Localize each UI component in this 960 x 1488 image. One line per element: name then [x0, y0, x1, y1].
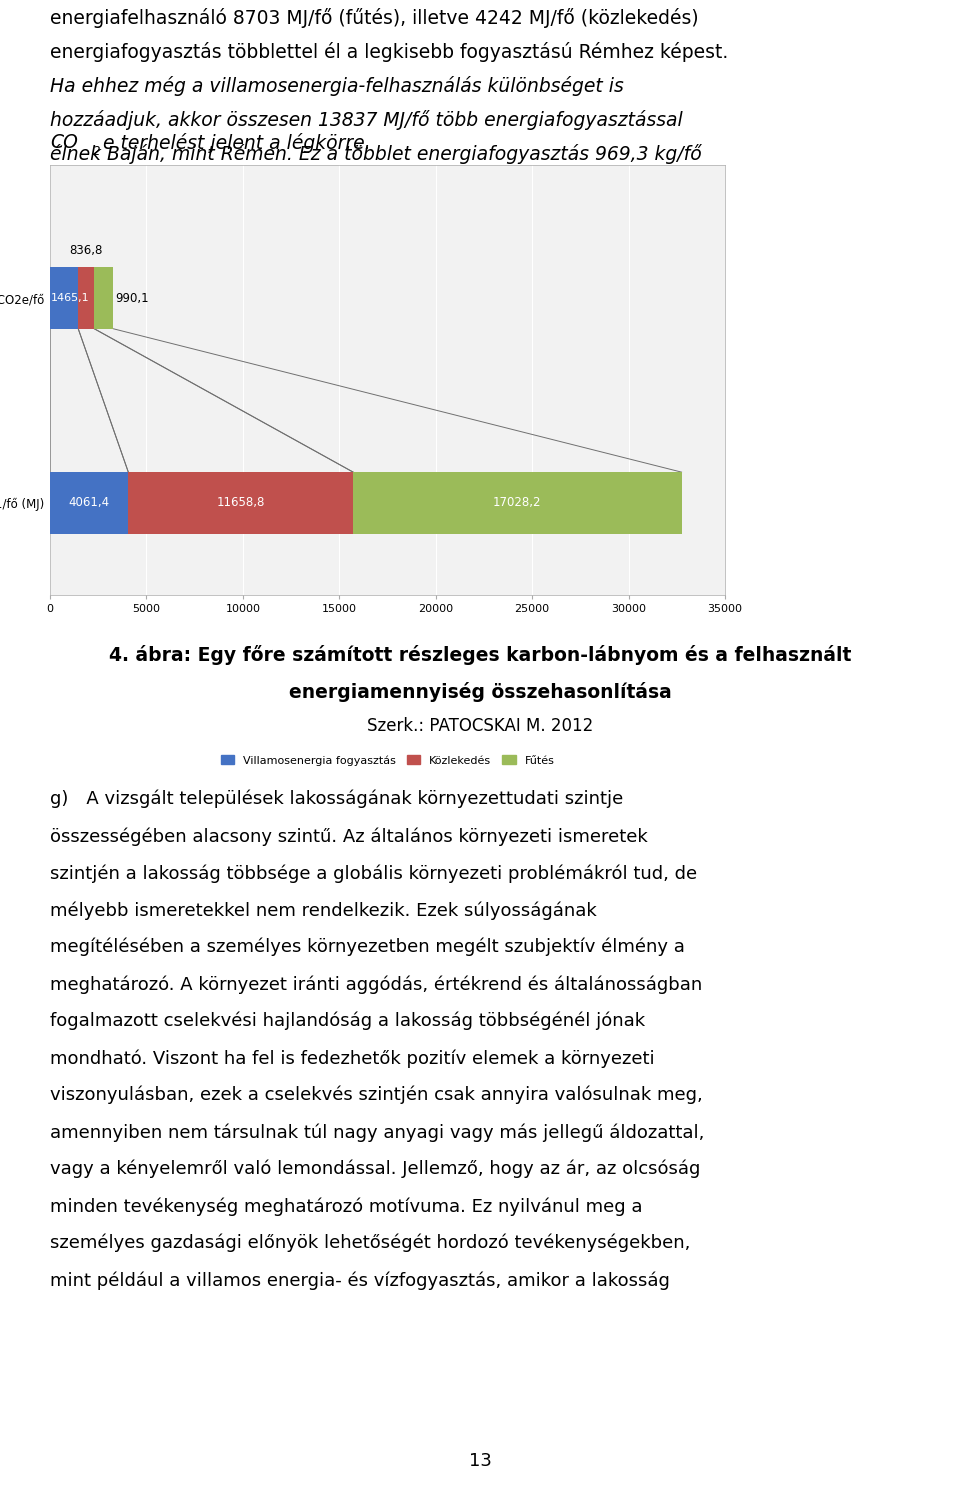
Legend: Villamosenergia fogyasztás, Közlekedés, Fűtés: Villamosenergia fogyasztás, Közlekedés, … [216, 750, 559, 771]
Text: amennyiben nem társulnak túl nagy anyagi vagy más jellegű áldozattal,: amennyiben nem társulnak túl nagy anyagi… [50, 1123, 705, 1141]
Text: Szerk.: PATOCSKAI M. 2012: Szerk.: PATOCSKAI M. 2012 [367, 717, 593, 735]
Text: vagy a kényelemről való lemondással. Jellemző, hogy az ár, az olcsóság: vagy a kényelemről való lemondással. Jel… [50, 1161, 701, 1178]
Text: 13: 13 [468, 1452, 492, 1470]
Text: összességében alacsony szintű. Az általános környezeti ismeretek: összességében alacsony szintű. Az általá… [50, 827, 648, 845]
Text: 4. ábra: Egy főre számított részleges karbon-lábnyom és a felhasznált: 4. ábra: Egy főre számított részleges ka… [108, 644, 852, 665]
Text: minden tevékenység meghatározó motívuma. Ez nyilvánul meg a: minden tevékenység meghatározó motívuma.… [50, 1196, 642, 1216]
Text: meghatározó. A környezet iránti aggódás, értékrend és általánosságban: meghatározó. A környezet iránti aggódás,… [50, 975, 703, 994]
Bar [94, 268, 113, 329]
Text: 2: 2 [93, 144, 101, 158]
Text: élnek Baján, mint Rémen. Ez a többlet energiafogyasztás 969,3 kg/fő: élnek Baján, mint Rémen. Ez a többlet en… [50, 144, 702, 164]
Text: 1465,1: 1465,1 [51, 293, 89, 304]
Bar [50, 472, 129, 534]
Text: energiafelhasználó 8703 MJ/fő (fűtés), illetve 4242 MJ/fő (közlekedés): energiafelhasználó 8703 MJ/fő (fűtés), i… [50, 7, 699, 28]
Text: Ha ehhez még a villamosenergia-felhasználás különbséget is: Ha ehhez még a villamosenergia-felhaszná… [50, 76, 624, 97]
Text: megítélésében a személyes környezetben megélt szubjektív élmény a: megítélésében a személyes környezetben m… [50, 937, 684, 957]
Text: mondható. Viszont ha fel is fedezhetők pozitív elemek a környezeti: mondható. Viszont ha fel is fedezhetők p… [50, 1049, 655, 1067]
Text: e terhelést jelent a légkörre.: e terhelést jelent a légkörre. [103, 132, 371, 153]
Text: hozzáadjuk, akkor összesen 13837 MJ/fő több energiafogyasztással: hozzáadjuk, akkor összesen 13837 MJ/fő t… [50, 110, 683, 129]
Text: 17028,2: 17028,2 [493, 497, 541, 509]
Text: g) A vizsgált települések lakosságának környezettudati szintje: g) A vizsgált települések lakosságának k… [50, 790, 623, 808]
Text: CO: CO [50, 132, 78, 152]
Text: viszonyulásban, ezek a cselekvés szintjén csak annyira valósulnak meg,: viszonyulásban, ezek a cselekvés szintjé… [50, 1086, 703, 1104]
Text: mint például a villamos energia- és vízfogyasztás, amikor a lakosság: mint például a villamos energia- és vízf… [50, 1271, 670, 1290]
Text: 990,1: 990,1 [115, 292, 149, 305]
Text: fogalmazott cselekvési hajlandóság a lakosság többségénél jónak: fogalmazott cselekvési hajlandóság a lak… [50, 1012, 645, 1031]
Text: 11658,8: 11658,8 [217, 497, 265, 509]
Text: 836,8: 836,8 [70, 244, 103, 257]
Text: energiamennyiség összehasonlítása: energiamennyiség összehasonlítása [289, 682, 671, 702]
Bar [50, 268, 79, 329]
Text: 4061,4: 4061,4 [68, 497, 109, 509]
Text: szintjén a lakosság többsége a globális környezeti problémákról tud, de: szintjén a lakosság többsége a globális … [50, 865, 697, 882]
Text: energiafogyasztás többlettel él a legkisebb fogyasztású Rémhez képest.: energiafogyasztás többlettel él a legkis… [50, 42, 729, 62]
Bar [79, 268, 94, 329]
Text: mélyebb ismeretekkel nem rendelkezik. Ezek súlyosságának: mélyebb ismeretekkel nem rendelkezik. Ez… [50, 902, 597, 920]
Text: személyes gazdasági előnyök lehetőségét hordozó tevékenységekben,: személyes gazdasági előnyök lehetőségét … [50, 1234, 690, 1253]
Bar [353, 472, 682, 534]
Bar [129, 472, 353, 534]
